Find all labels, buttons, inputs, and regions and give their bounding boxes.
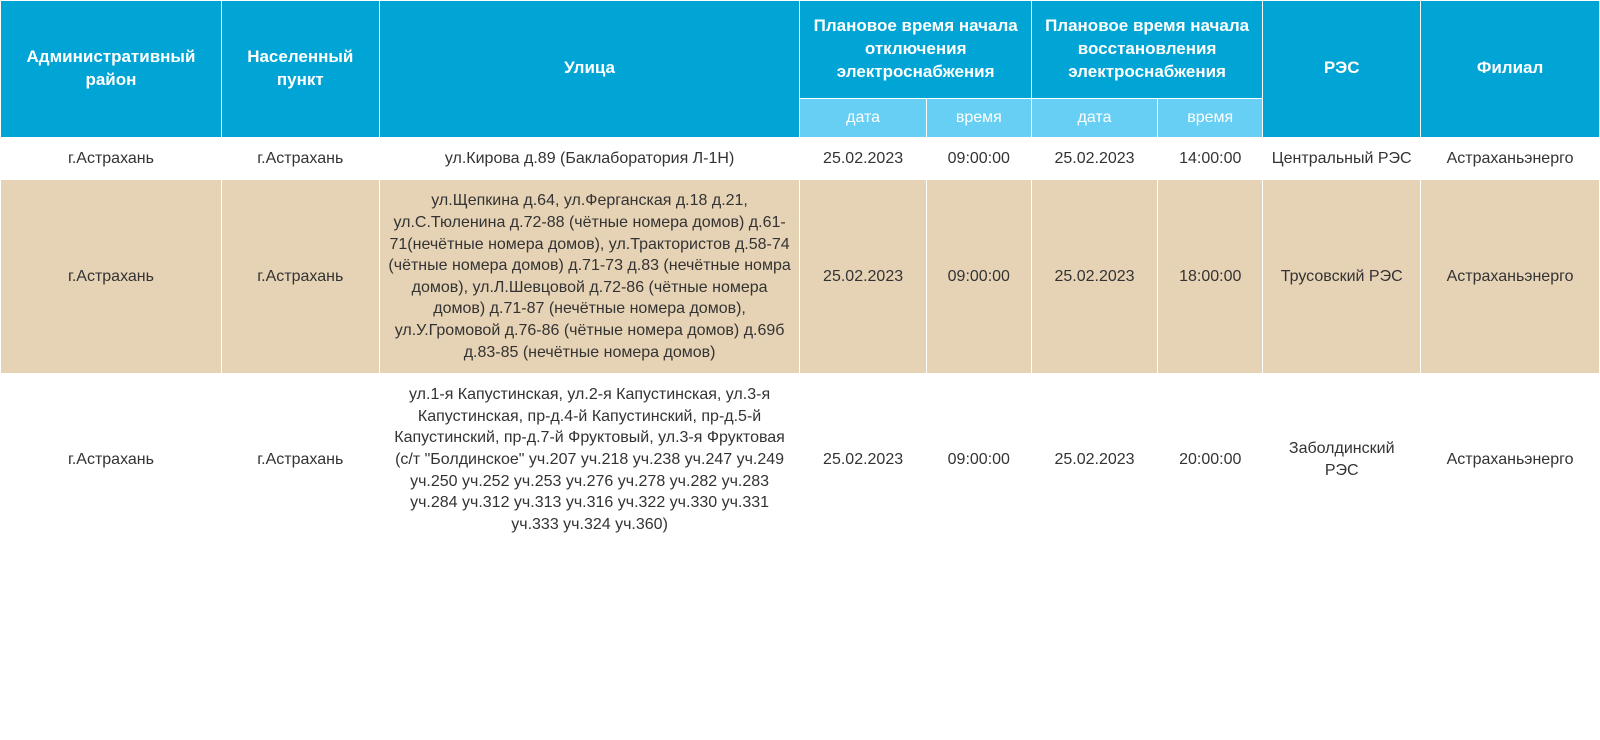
cell-res: Трусовский РЭС	[1263, 180, 1421, 374]
cell-district: г.Астрахань	[1, 374, 222, 546]
cell-off-time: 09:00:00	[926, 180, 1031, 374]
col-off-date: дата	[800, 98, 926, 137]
col-off-group: Плановое время начала отключения электро…	[800, 1, 1031, 99]
col-branch: Филиал	[1421, 1, 1600, 138]
cell-on-time: 20:00:00	[1158, 374, 1263, 546]
cell-off-time: 09:00:00	[926, 374, 1031, 546]
cell-on-date: 25.02.2023	[1031, 374, 1157, 546]
table-header-row: Административный район Населенный пункт …	[1, 1, 1600, 99]
cell-district: г.Астрахань	[1, 180, 222, 374]
cell-on-time: 18:00:00	[1158, 180, 1263, 374]
col-street: Улица	[379, 1, 800, 138]
cell-street: ул.Щепкина д.64, ул.Ферганская д.18 д.21…	[379, 180, 800, 374]
cell-res: Заболдинский РЭС	[1263, 374, 1421, 546]
cell-off-time: 09:00:00	[926, 137, 1031, 180]
cell-branch: Астраханьэнерго	[1421, 374, 1600, 546]
cell-district: г.Астрахань	[1, 137, 222, 180]
cell-off-date: 25.02.2023	[800, 137, 926, 180]
cell-street: ул.1-я Капустинская, ул.2-я Капустинская…	[379, 374, 800, 546]
col-city: Населенный пункт	[221, 1, 379, 138]
cell-off-date: 25.02.2023	[800, 374, 926, 546]
cell-on-date: 25.02.2023	[1031, 137, 1157, 180]
table-row: г.Астрахань г.Астрахань ул.Кирова д.89 (…	[1, 137, 1600, 180]
cell-res: Центральный РЭС	[1263, 137, 1421, 180]
outage-schedule-table: Административный район Населенный пункт …	[0, 0, 1600, 546]
col-on-time: время	[1158, 98, 1263, 137]
col-on-group: Плановое время начала восстановления эле…	[1031, 1, 1262, 99]
cell-city: г.Астрахань	[221, 374, 379, 546]
cell-off-date: 25.02.2023	[800, 180, 926, 374]
cell-on-date: 25.02.2023	[1031, 180, 1157, 374]
table-row: г.Астрахань г.Астрахань ул.Щепкина д.64,…	[1, 180, 1600, 374]
col-on-date: дата	[1031, 98, 1157, 137]
col-res: РЭС	[1263, 1, 1421, 138]
cell-city: г.Астрахань	[221, 180, 379, 374]
cell-branch: Астраханьэнерго	[1421, 137, 1600, 180]
table-row: г.Астрахань г.Астрахань ул.1-я Капустинс…	[1, 374, 1600, 546]
col-district: Административный район	[1, 1, 222, 138]
col-off-time: время	[926, 98, 1031, 137]
cell-branch: Астраханьэнерго	[1421, 180, 1600, 374]
cell-street: ул.Кирова д.89 (Баклаборатория Л-1Н)	[379, 137, 800, 180]
cell-on-time: 14:00:00	[1158, 137, 1263, 180]
cell-city: г.Астрахань	[221, 137, 379, 180]
